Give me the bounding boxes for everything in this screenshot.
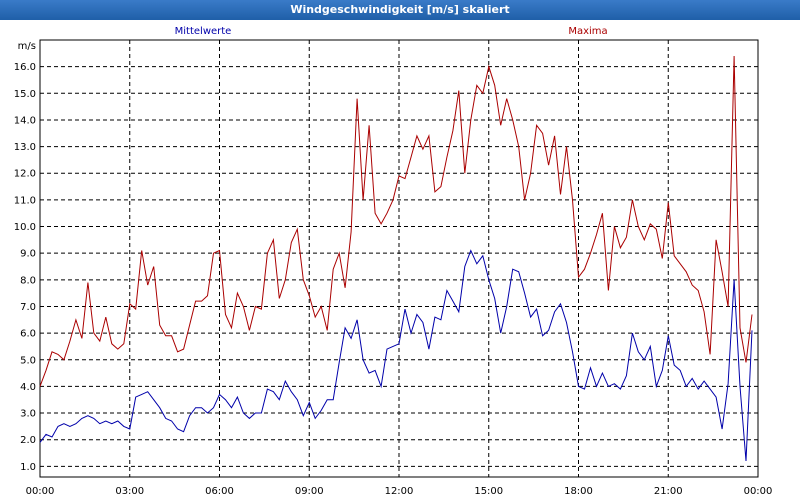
x-tick-time: 12:00	[385, 486, 414, 497]
y-tick-label: 8.0	[20, 275, 36, 286]
x-tick-time: 09:00	[295, 486, 324, 497]
chart-canvas: 1.0 2.0 3.0 4.0 5.0 6.0 7.0 8.0 9.0 10.0 11.0 12.0 1…	[0, 20, 800, 500]
y-tick-label: 1.0	[20, 462, 36, 473]
x-tick-time: 06:00	[205, 486, 234, 497]
x-tick-time: 18:00	[564, 486, 593, 497]
series-lines	[39, 55, 753, 462]
y-tick-label: 3.0	[20, 409, 36, 420]
y-axis-unit-label: m/s	[18, 41, 36, 52]
chart-title: Windgeschwindigkeit [m/s] skaliert	[290, 3, 510, 16]
y-tick-label: 4.0	[20, 382, 36, 393]
y-tick-label: 13.0	[14, 142, 36, 153]
x-tick-labels: 00:0024.05.2103:0024.05.2106:0024.05.210…	[26, 486, 773, 497]
x-tick-time: 00:00	[26, 486, 55, 497]
legend-maxima: Maxima	[568, 26, 607, 37]
x-tick-time: 00:00	[744, 486, 773, 497]
grid-lines	[40, 40, 758, 477]
y-tick-label: 11.0	[14, 195, 36, 206]
y-tick-label: 5.0	[20, 355, 36, 366]
series-line-maxima	[39, 55, 753, 387]
y-tick-label: 6.0	[20, 329, 36, 340]
y-tick-label: 12.0	[14, 169, 36, 180]
x-tick-time: 15:00	[474, 486, 503, 497]
y-tick-label: 14.0	[14, 115, 36, 126]
y-tick-label: 2.0	[20, 435, 36, 446]
y-tick-label: 7.0	[20, 302, 36, 313]
y-tick-label: 15.0	[14, 89, 36, 100]
y-tick-label: 10.0	[14, 222, 36, 233]
series-line-mittelwerte	[39, 249, 753, 462]
legend-mittelwerte: Mittelwerte	[175, 26, 232, 37]
chart-title-bar: Windgeschwindigkeit [m/s] skaliert	[0, 0, 800, 20]
line-chart: 1.0 2.0 3.0 4.0 5.0 6.0 7.0 8.0 9.0 10.0 11.0 12.0 1…	[14, 26, 773, 497]
x-tick-time: 21:00	[654, 486, 683, 497]
x-tick-time: 03:00	[115, 486, 144, 497]
y-tick-label: 16.0	[14, 62, 36, 73]
y-tick-label: 9.0	[20, 249, 36, 260]
y-tick-labels: 1.0 2.0 3.0 4.0 5.0 6.0 7.0 8.0 9.0 10.0 11.0 12.0 1…	[14, 62, 36, 473]
